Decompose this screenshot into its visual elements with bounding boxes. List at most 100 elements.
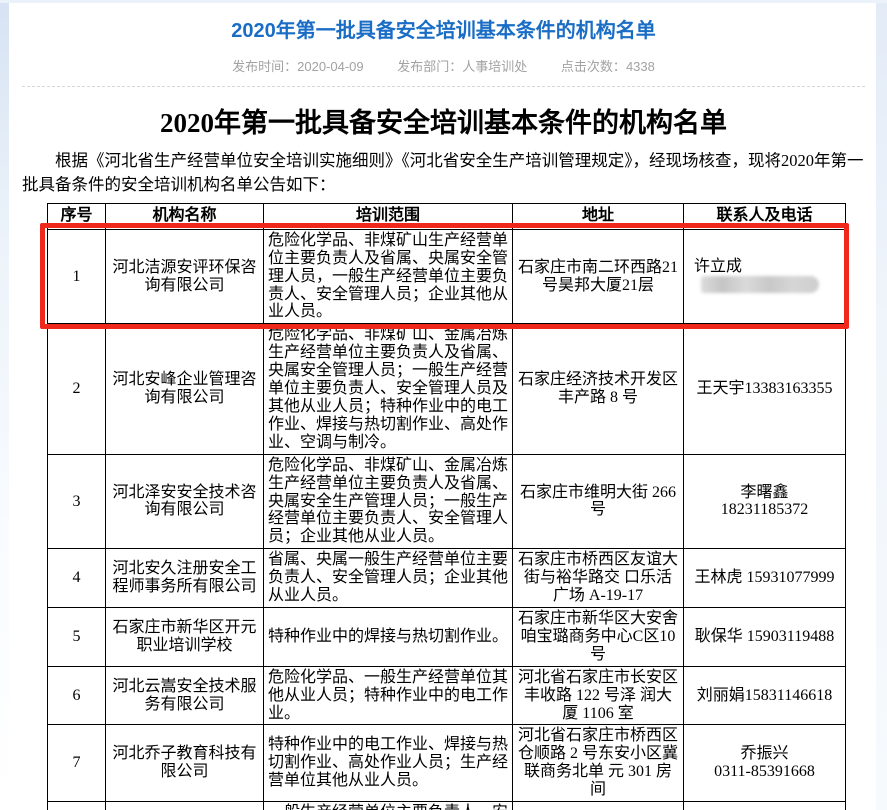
- contact-info-cell: 刘丽娟15831146618: [683, 665, 846, 726]
- training-scope-text: 危险化学品、非煤矿山、金属冶炼生产经营单位主要负责人及省属、央属安全管理人员；一…: [268, 326, 509, 451]
- training-scope-cell: 危险化学品、非煤矿山生产经营单位主要负责人及省属、央属安全管理人员，一般生产经营…: [263, 228, 513, 325]
- publish-time-label: 发布时间：: [232, 59, 298, 74]
- contact-info-text: 王林虎 15931077999: [694, 569, 835, 587]
- contact-info-cell: 耿保华 15903119488: [683, 606, 846, 667]
- table-header-row: 序号 机构名称 培训范围 地址 联系人及电话: [47, 202, 846, 230]
- publish-time: 发布时间：2020-04-09: [232, 59, 364, 74]
- training-scope-cell: 危险化学品、非煤矿山、金属冶炼生产经营单位主要负责人及省属、央属安全生产管理人员…: [263, 453, 513, 550]
- contact-info-text: 刘丽娟15831146618: [696, 686, 833, 704]
- org-address-cell: 石家庄市桥西区友谊大街与裕华路交 口乐活广场 A-19-17: [512, 548, 684, 608]
- page-right-edge: [876, 0, 887, 810]
- article-body: 2020年第一批具备安全培训基本条件的机构名单 根据《河北省生产经营单位安全培训…: [0, 101, 887, 810]
- click-count-label: 点击次数：: [560, 59, 626, 74]
- header-contact: 联系人及电话: [683, 202, 846, 230]
- org-address-cell: 唐山市迁安市理工大学创业孵化基地: [512, 801, 684, 810]
- table-row: 8唐山市华诚管理咨询有限公司一般生产经营单位主要负责人、安全管理人员；电工作业；…: [47, 801, 846, 810]
- row-number-text: 4: [72, 569, 81, 587]
- training-scope-cell: 危险化学品、一般生产经营单位其他从业人员；特种作业中的电工作业。: [263, 665, 513, 726]
- table-row: 5 石家庄市新华区开元职业培训学校 特种作业中的焊接与热切割作业。 石家庄市新华区大安…: [47, 606, 846, 667]
- row-number-cell: 1: [47, 228, 106, 325]
- contact-info-cell: 李曙鑫 18231185372: [683, 453, 846, 550]
- org-address-text: 石家庄市南二环西路21号昊邦大厦21层: [517, 258, 678, 294]
- org-address-text: 石家庄市新华区大安舍咱宝璐商务中心C区10号: [517, 609, 678, 663]
- org-table: 序号 机构名称 培训范围 地址 联系人及电话 1 河北洁源安评环保咨询有限公司 危险…: [47, 202, 846, 810]
- org-address-cell: 石家庄市新华区大安舍咱宝璐商务中心C区10号: [512, 606, 684, 667]
- training-scope-cell: 一般生产经营单位主要负责人、安全管理人员；电工作业；焊接与热切割作业；煤气作业。: [263, 801, 513, 810]
- page-top-edge: [0, 0, 887, 3]
- org-address-text: 石家庄市维明大街 266 号: [519, 483, 676, 519]
- training-scope-cell: 省属、央属一般生产经营单位主要负责人、安全管理人员；企业其他从业人员。: [263, 548, 513, 608]
- table-row: 1 河北洁源安评环保咨询有限公司 危险化学品、非煤矿山生产经营单位主要负责人及省属、…: [47, 228, 846, 325]
- dashed-divider: [22, 86, 865, 87]
- contact-info-cell: 王天宇13383163355: [683, 323, 846, 455]
- contact-info-text: 乔振兴 0311-85391668: [714, 745, 815, 781]
- page-header: 2020年第一批具备安全培训基本条件的机构名单 发布时间：2020-04-09 …: [0, 0, 887, 87]
- org-name-text: 河北云嵩安全技术服务有限公司: [112, 677, 257, 713]
- org-name-cell: 河北洁源安评环保咨询有限公司: [105, 228, 264, 325]
- row-number-text: 7: [72, 754, 81, 772]
- org-name-cell: 石家庄市新华区开元职业培训学校: [105, 606, 264, 667]
- org-name-cell: 河北泽安安全技术咨询有限公司: [105, 453, 264, 550]
- org-address-text: 石家庄经济技术开发区丰产路 8 号: [517, 371, 678, 407]
- org-name-text: 河北洁源安评环保咨询有限公司: [112, 258, 257, 294]
- training-scope-cell: 危险化学品、非煤矿山、金属冶炼生产经营单位主要负责人及省属、央属安全管理人员；一…: [263, 323, 513, 455]
- org-address-text: 河北省石家庄市长安区丰收路 122 号泽 润大厦 1106 室: [517, 668, 678, 722]
- contact-info-text: 耿保华 15903119488: [694, 627, 835, 645]
- org-name-cell: 河北云嵩安全技术服务有限公司: [105, 665, 264, 726]
- org-name-text: 河北泽安安全技术咨询有限公司: [112, 483, 257, 519]
- publish-department-value: 人事培训处: [462, 59, 528, 74]
- org-address-cell: 石家庄市维明大街 266 号: [512, 453, 684, 550]
- org-name-text: 河北安峰企业管理咨询有限公司: [112, 371, 257, 407]
- row-number-cell: 5: [47, 606, 106, 667]
- contact-info-cell: 王林虎 15931077999: [683, 548, 846, 608]
- row-number-cell: 7: [47, 724, 106, 803]
- org-name-text: 河北乔子教育科技有限公司: [112, 745, 257, 781]
- contact-info-text: 许立成: [694, 258, 743, 276]
- table-row: 6 河北云嵩安全技术服务有限公司 危险化学品、一般生产经营单位其他从业人员；特种作业…: [47, 665, 846, 726]
- click-count: 点击次数：4338: [561, 59, 655, 74]
- row-number-cell: 2: [47, 323, 106, 455]
- org-address-text: 石家庄市桥西区友谊大街与裕华路交 口乐活广场 A-19-17: [517, 551, 678, 605]
- training-scope-text: 一般生产经营单位主要负责人、安全管理人员；电工作业；焊接与热切割作业；煤气作业。: [268, 804, 508, 810]
- header-training-scope: 培训范围: [263, 202, 513, 230]
- training-scope-text: 特种作业中的焊接与热切割作业。: [268, 627, 509, 645]
- org-address-cell: 石家庄市南二环西路21号昊邦大厦21层: [512, 228, 684, 325]
- training-scope-cell: 特种作业中的焊接与热切割作业。: [263, 606, 513, 667]
- row-number-cell: 8: [47, 801, 106, 810]
- row-number-text: 6: [72, 686, 81, 704]
- org-name-cell: 河北安峰企业管理咨询有限公司: [105, 323, 264, 455]
- row-number-cell: 6: [47, 665, 106, 726]
- training-scope-text: 危险化学品、非煤矿山生产经营单位主要负责人及省属、央属安全管理人员，一般生产经营…: [268, 231, 509, 321]
- publish-department: 发布部门：人事培训处: [397, 59, 527, 74]
- org-name-cell: 唐山市华诚管理咨询有限公司: [105, 801, 264, 810]
- contact-info-cell: 许立成: [683, 228, 846, 325]
- click-count-value: 4338: [625, 59, 655, 74]
- training-scope-text: 特种作业中的电工作业、焊接与热切割作业、高处作业人员；生产经营单位其他从业人员。: [268, 736, 509, 790]
- org-address-text: 河北省石家庄市桥西区仓顺路 2 号东安小区冀联商务北单 元 301 房间: [517, 727, 678, 799]
- table-row: 7 河北乔子教育科技有限公司 特种作业中的电工作业、焊接与热切割作业、高处作业人员；…: [47, 724, 846, 803]
- page-title: 2020年第一批具备安全培训基本条件的机构名单: [231, 20, 656, 42]
- header-address: 地址: [512, 202, 684, 230]
- contact-info-text: 李曙鑫 18231185372: [720, 483, 809, 519]
- meta-bar: 发布时间：2020-04-09 发布部门：人事培训处 点击次数：4338: [0, 56, 887, 75]
- header-org-name: 机构名称: [105, 202, 264, 230]
- table-row: 4 河北安久注册安全工程师事务所有限公司 省属、央属一般生产经营单位主要负责人、安全…: [47, 548, 846, 608]
- training-scope-text: 危险化学品、一般生产经营单位其他从业人员；特种作业中的电工作业。: [268, 668, 509, 722]
- header-num: 序号: [47, 202, 106, 230]
- row-number-cell: 4: [47, 548, 106, 608]
- publish-department-label: 发布部门：: [397, 59, 463, 74]
- org-address-cell: 河北省石家庄市长安区丰收路 122 号泽 润大厦 1106 室: [512, 665, 684, 726]
- table-row: 3 河北泽安安全技术咨询有限公司 危险化学品、非煤矿山、金属冶炼生产经营单位主要负责…: [47, 453, 846, 550]
- contact-info-cell: 乔振兴 0311-85391668: [683, 724, 846, 803]
- org-name-text: 河北安久注册安全工程师事务所有限公司: [112, 560, 257, 596]
- row-number-text: 3: [72, 492, 81, 510]
- contact-info-text: 王天宇13383163355: [696, 380, 833, 398]
- redacted-phone-number: [701, 276, 819, 294]
- article-intro: 根据《河北省生产经营单位安全培训实施细则》《河北省安全生产培训管理规定》，经现场…: [22, 151, 864, 194]
- row-number-text: 2: [72, 380, 81, 398]
- org-address-cell: 石家庄经济技术开发区丰产路 8 号: [512, 323, 684, 455]
- page-left-edge: [0, 0, 9, 810]
- org-name-cell: 河北安久注册安全工程师事务所有限公司: [105, 548, 264, 608]
- org-name-cell: 河北乔子教育科技有限公司: [105, 724, 264, 803]
